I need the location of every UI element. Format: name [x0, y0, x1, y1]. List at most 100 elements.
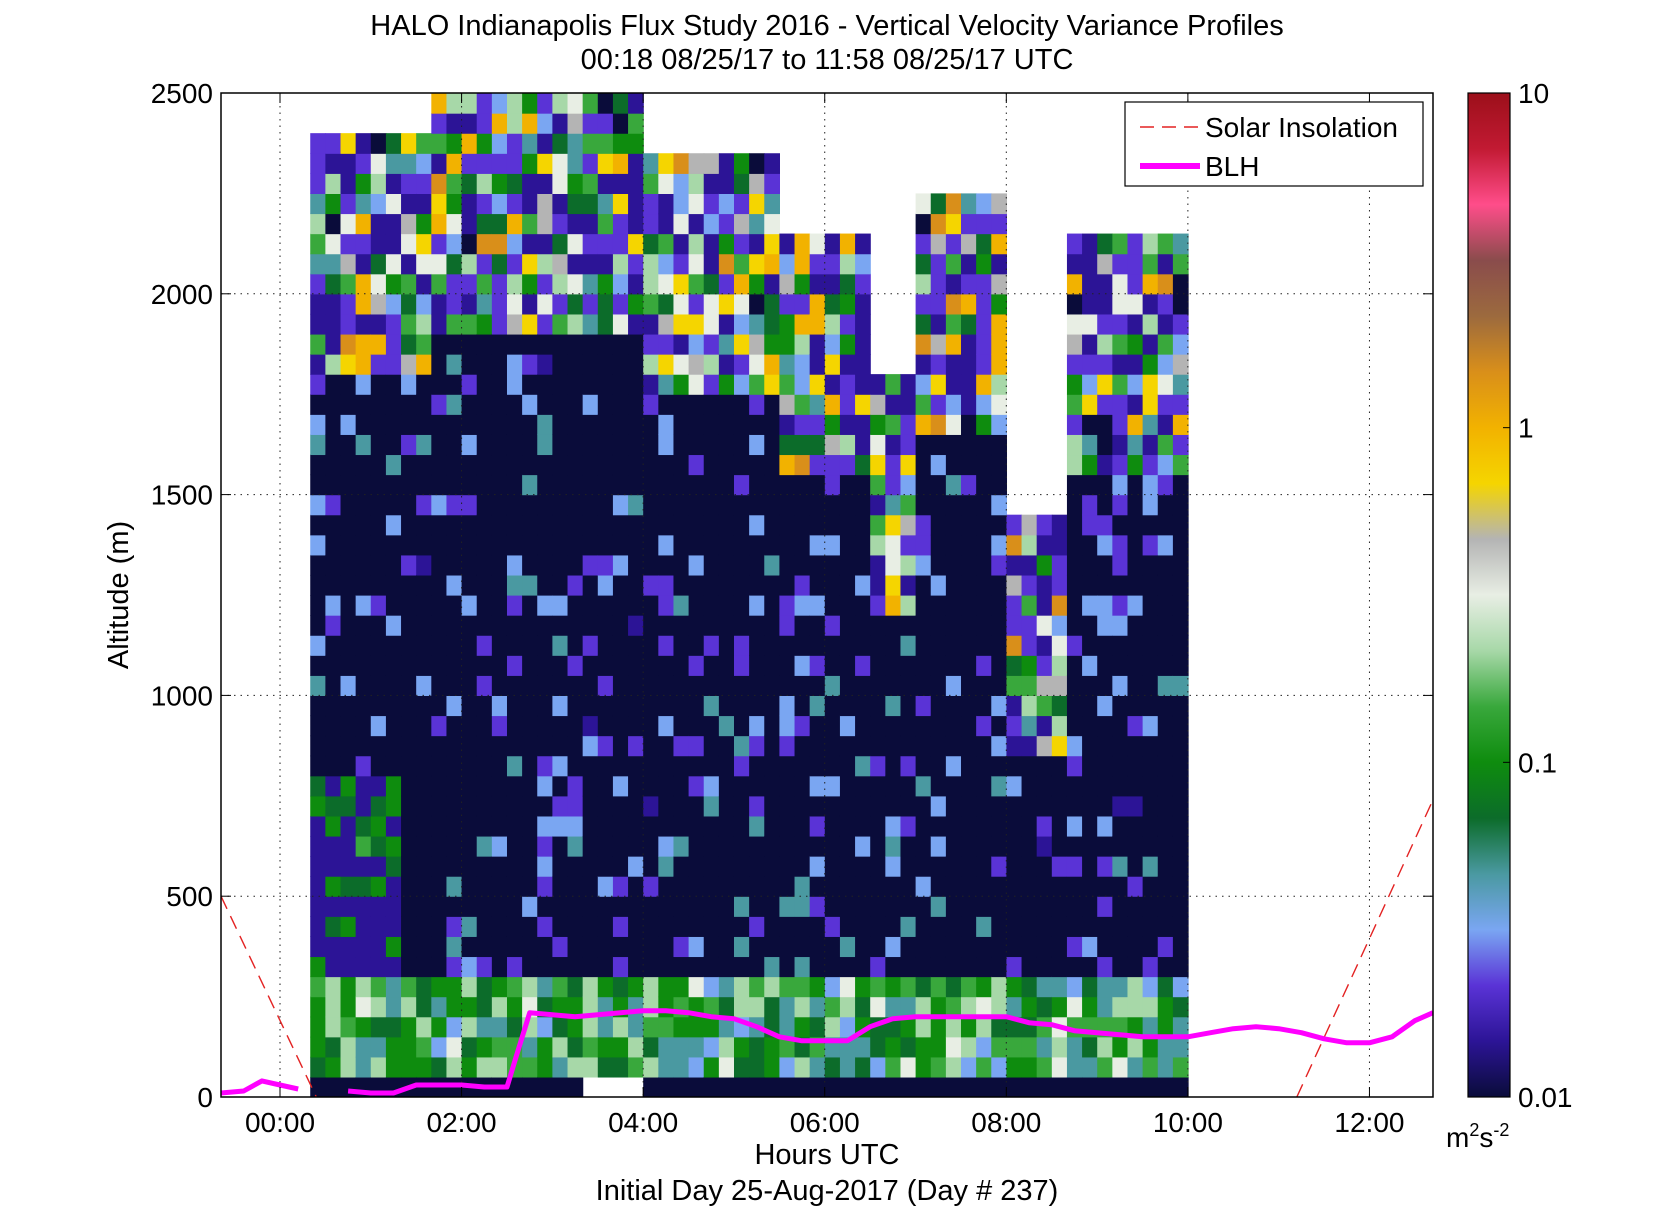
- heatmap-cell: [537, 695, 553, 717]
- heatmap-cell: [340, 213, 357, 235]
- heatmap-cell: [718, 434, 735, 456]
- heatmap-cell: [355, 675, 372, 696]
- colorbar-gradient: [1467, 92, 1511, 1098]
- heatmap-cell: [688, 253, 705, 275]
- heatmap-cell: [733, 675, 750, 696]
- heatmap-cell: [643, 996, 659, 1018]
- heatmap-cell: [567, 815, 584, 837]
- heatmap-cell: [537, 494, 553, 516]
- heatmap-cell: [794, 996, 811, 1018]
- heatmap-cell: [870, 996, 886, 1018]
- heatmap-cell: [1021, 896, 1038, 917]
- heatmap-cell: [794, 233, 811, 255]
- heatmap-cell: [930, 454, 947, 476]
- x-axis-label: Hours UTC: [754, 1139, 899, 1171]
- heatmap-cell: [794, 876, 811, 897]
- heatmap-cell: [597, 514, 614, 536]
- heatmap-cell: [749, 273, 765, 295]
- heatmap-cell: [824, 715, 841, 737]
- heatmap-cell: [688, 1036, 705, 1058]
- heatmap-cell: [370, 193, 387, 215]
- heatmap-cell: [688, 755, 705, 777]
- heatmap-cell: [643, 695, 659, 717]
- heatmap-cell: [749, 815, 765, 837]
- heatmap-cell: [340, 1056, 357, 1078]
- heatmap-cell: [703, 333, 720, 355]
- heatmap-cell: [431, 1036, 448, 1058]
- heatmap-cell: [401, 554, 417, 576]
- heatmap-cell: [325, 876, 342, 897]
- heatmap-cell: [370, 173, 387, 194]
- heatmap-cell: [385, 795, 402, 817]
- heatmap-cell: [446, 876, 463, 897]
- heatmap-cell: [1051, 976, 1068, 998]
- heatmap-cell: [537, 976, 553, 998]
- heatmap-cell: [1112, 695, 1129, 717]
- heatmap-cell: [552, 715, 569, 737]
- heatmap-cell: [1142, 615, 1159, 636]
- heatmap-cell: [1097, 494, 1113, 516]
- heatmap-cell: [855, 715, 871, 737]
- heatmap-cell: [491, 514, 508, 536]
- heatmap-cell: [1021, 856, 1038, 877]
- heatmap-cell: [612, 775, 629, 797]
- heatmap-cell: [703, 233, 720, 255]
- heatmap-cell: [794, 976, 811, 998]
- heatmap-cell: [688, 815, 705, 837]
- heatmap-cell: [1021, 795, 1038, 817]
- heatmap-cell: [355, 293, 372, 315]
- heatmap-cell: [355, 735, 372, 757]
- heatmap-cell: [431, 956, 448, 978]
- heatmap-cell: [930, 193, 947, 215]
- heatmap-cell: [370, 755, 387, 777]
- heatmap-cell: [567, 775, 584, 797]
- heatmap-cell: [658, 233, 675, 255]
- heatmap-cell: [855, 354, 871, 375]
- heatmap-cell: [885, 755, 902, 777]
- heatmap-cell: [839, 1016, 856, 1038]
- heatmap-cell: [370, 554, 387, 576]
- heatmap-cell: [537, 233, 553, 255]
- heatmap-cell: [355, 595, 372, 616]
- heatmap-cell: [582, 494, 599, 516]
- heatmap-cell: [325, 394, 342, 415]
- heatmap-cell: [431, 434, 448, 456]
- heatmap-cell: [1082, 916, 1098, 937]
- heatmap-cell: [461, 1016, 478, 1038]
- heatmap-cell: [567, 695, 584, 717]
- heatmap-cell: [582, 856, 599, 877]
- heatmap-cell: [1066, 354, 1083, 375]
- heatmap-cell: [900, 394, 917, 415]
- heatmap-cell: [839, 996, 856, 1018]
- heatmap-cell: [567, 755, 584, 777]
- heatmap-cell: [401, 655, 417, 676]
- heatmap-cell: [749, 153, 765, 174]
- heatmap-cell: [764, 474, 781, 496]
- heatmap-cell: [628, 916, 644, 937]
- heatmap-cell: [582, 876, 599, 897]
- heatmap-cell: [961, 474, 977, 496]
- heatmap-cell: [476, 494, 493, 516]
- heatmap-cell: [355, 615, 372, 636]
- colorbar-tick-label: 10: [1518, 78, 1549, 109]
- heatmap-cell: [1051, 595, 1068, 616]
- heatmap-cell: [703, 635, 720, 656]
- heatmap-cell: [522, 233, 538, 255]
- heatmap-cell: [1082, 856, 1098, 877]
- heatmap-cell: [310, 675, 326, 696]
- heatmap-cell: [643, 655, 659, 676]
- heatmap-cell: [900, 655, 917, 676]
- heatmap-cell: [839, 635, 856, 656]
- heatmap-cell: [643, 715, 659, 737]
- heatmap-cell: [491, 1036, 508, 1058]
- heatmap-cell: [976, 434, 992, 456]
- heatmap-cell: [1021, 876, 1038, 897]
- heatmap-cell: [1172, 595, 1189, 616]
- heatmap-cell: [612, 916, 629, 937]
- heatmap-cell: [552, 675, 569, 696]
- heatmap-cell: [1006, 554, 1023, 576]
- heatmap-cell: [1172, 494, 1189, 516]
- heatmap-cell: [733, 213, 750, 235]
- heatmap-cell: [930, 635, 947, 656]
